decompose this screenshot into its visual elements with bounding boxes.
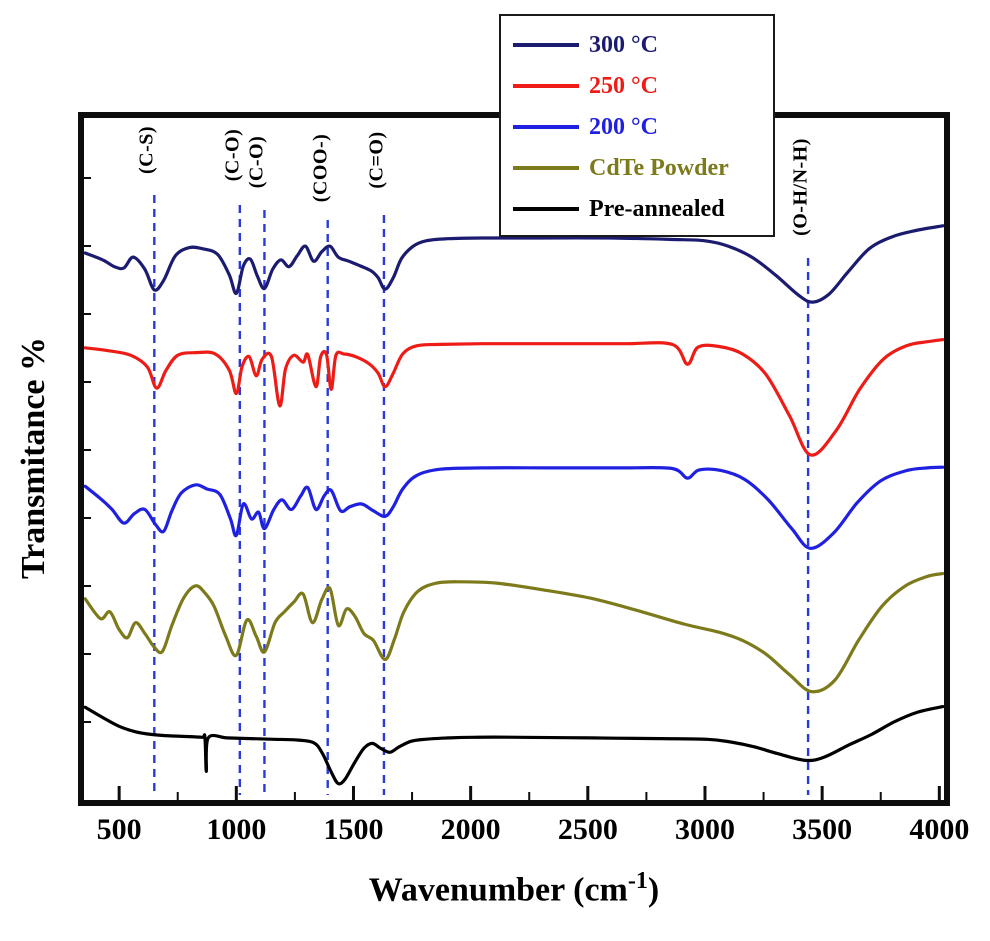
legend-item: 300 °C [501,24,773,65]
peak-annotation-label: (C-O) [245,135,268,189]
x-tick-label: 500 [96,813,142,846]
y-axis-title: Transmitance % [15,336,52,580]
legend-item: CdTe Powder [501,147,773,188]
x-axis-tick-labels: 500 1000 1500 2000 2500 3000 3500 4000 [84,813,970,851]
x-tick-label: 1000 [206,813,267,846]
legend-item-label: Pre-annealed [589,195,725,222]
x-axis-title-suffix: ) [647,871,660,909]
peak-annotation-label: (COO-) [309,133,332,203]
legend-line-swatch [513,124,579,129]
peak-annotation-label: (C=O) [365,131,388,189]
legend-item-label: 250 °C [589,72,658,99]
legend: 300 °C 250 °C 200 °C CdTe Powder Pre-anneale… [499,14,775,237]
legend-item: Pre-annealed [501,188,773,229]
legend-item-label: CdTe Powder [589,154,729,181]
x-tick-label: 4000 [909,813,970,846]
peak-annotation-label: (C-O) [221,128,244,182]
x-axis-title: Wavenumber (cm-1) [84,868,944,909]
series-line-cdte-powder [84,572,944,694]
series-line-300-c [84,224,944,304]
peak-annotation-label: (O-H/N-H) [789,138,812,236]
peak-annotation-label: (C-S) [135,125,158,175]
x-axis-title-text: Wavenumber (cm [368,871,628,909]
legend-line-swatch [513,206,579,211]
series-line-pre-annealed [84,705,944,786]
x-axis-title-superscript: -1 [627,868,648,894]
spectra-canvas [84,177,944,800]
legend-item: 200 °C [501,106,773,147]
series-line-250-c [84,338,944,457]
x-tick-label: 1500 [323,813,384,846]
legend-item-label: 200 °C [589,113,658,140]
x-tick-label: 3000 [674,813,735,846]
legend-item: 250 °C [501,65,773,106]
legend-line-swatch [513,42,579,47]
x-tick-label: 3500 [792,813,853,846]
legend-line-swatch [513,165,579,170]
legend-rows: 300 °C 250 °C 200 °C CdTe Powder Pre-anneale… [501,24,773,229]
series-line-200-c [84,465,944,550]
x-tick-label: 2000 [440,813,501,846]
legend-line-swatch [513,83,579,88]
legend-item-label: 300 °C [589,31,658,58]
x-tick-label: 2500 [557,813,618,846]
